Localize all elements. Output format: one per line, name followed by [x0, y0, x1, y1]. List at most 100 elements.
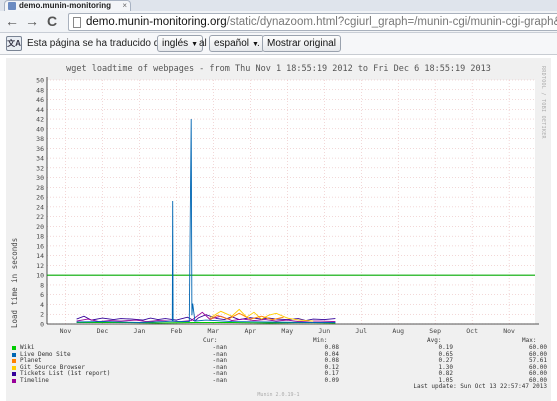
page-icon [73, 17, 81, 28]
y-tick-label: 36 [36, 145, 44, 153]
translate-connector: al [199, 38, 207, 49]
y-tick-label: 28 [36, 184, 44, 192]
url-text[interactable]: demo.munin-monitoring.org/static/dynazoo… [86, 15, 557, 30]
legend-max: 60.00 [528, 376, 547, 384]
legend-avg: 1.30 [438, 363, 453, 371]
x-tick-label: Aug [392, 327, 404, 335]
graph-title: wget loadtime of webpages - from Thu Nov… [66, 64, 491, 74]
legend-max: 60.00 [528, 370, 547, 377]
legend-row: Timeline -nan 0.09 1.05 60.00 [6, 377, 551, 385]
x-tick-label: Nov [503, 327, 515, 335]
legend-row: Planet -nan 0.08 0.27 57.61 [6, 357, 551, 365]
back-arrow-icon[interactable]: ← [5, 13, 19, 29]
source-language-value: inglés [162, 38, 189, 49]
x-tick-label: Sep [429, 327, 441, 335]
series-line-timeline [76, 311, 336, 323]
browser-tab[interactable]: demo.munin-monitoring × [4, 0, 131, 11]
x-tick-label: Jun [318, 327, 330, 335]
forward-arrow-icon[interactable]: → [25, 13, 39, 29]
translate-message: Esta página se ha traducido del [27, 38, 168, 49]
chevron-down-icon: ▼ [191, 41, 199, 48]
series-line-live-demo-site [76, 118, 336, 323]
legend-name: Live Demo Site [20, 350, 71, 358]
y-tick-label: 2 [40, 311, 44, 319]
rrdtool-credit: RRDTOOL / TOBI OETIKER [540, 66, 546, 139]
legend-swatch [12, 359, 16, 363]
y-tick-label: 10 [36, 272, 44, 280]
url-path: /static/dynazoom.html?cgiurl_graph=/muni… [226, 16, 557, 28]
legend-min: 0.09 [324, 376, 339, 384]
legend-name: Tickets List (1st report) [20, 370, 111, 377]
legend-row: Git Source Browser -nan 0.12 1.30 60.00 [6, 364, 551, 372]
y-tick-label: 14 [36, 252, 44, 260]
y-tick-label: 48 [36, 86, 44, 94]
url-host: demo.munin-monitoring.org [86, 16, 227, 28]
translate-bar: 文A Esta página se ha traducido del inglé… [0, 33, 557, 55]
x-tick-label: Feb [171, 327, 183, 335]
legend-cur: -nan [212, 357, 227, 364]
y-tick-label: 46 [36, 96, 44, 104]
y-tick-label: 50 [36, 77, 44, 85]
y-tick-label: 16 [36, 242, 44, 250]
target-language-select[interactable]: español ▼ [209, 35, 264, 52]
legend-name: Timeline [20, 376, 49, 384]
y-tick-label: 44 [36, 106, 44, 114]
munin-version: Munin 2.0.19-1 [257, 392, 300, 398]
legend-swatch [12, 372, 16, 376]
y-tick-label: 42 [36, 116, 44, 124]
legend-row: Wiki -nan 0.08 0.19 60.00 [6, 344, 551, 352]
legend-name: Planet [20, 357, 42, 364]
tab-close-icon[interactable]: × [122, 1, 127, 10]
legend-swatch [12, 352, 16, 357]
legend-header-cur: Cur: [203, 337, 218, 344]
legend-cur: -nan [212, 370, 227, 377]
y-tick-label: 18 [36, 233, 44, 241]
legend-name: Wiki [20, 344, 35, 351]
legend-max: 60.00 [528, 363, 547, 371]
browser-toolbar: ← → C demo.munin-monitoring.org/static/d… [0, 11, 557, 33]
legend-max: 57.61 [528, 357, 547, 364]
tab-strip: demo.munin-monitoring × [0, 0, 557, 11]
source-language-select[interactable]: inglés ▼ [157, 35, 204, 52]
y-tick-label: 22 [36, 213, 44, 221]
y-tick-label: 0 [40, 321, 44, 329]
y-tick-label: 40 [36, 125, 44, 133]
legend-max: 60.00 [528, 344, 547, 351]
legend-cur: -nan [212, 376, 227, 384]
x-tick-label: Jan [134, 327, 146, 335]
tab-title: demo.munin-monitoring [19, 1, 111, 10]
legend-name: Git Source Browser [20, 363, 86, 371]
legend-avg: 0.82 [438, 370, 453, 377]
legend-max: 60.00 [528, 350, 547, 358]
y-tick-label: 38 [36, 135, 44, 143]
plot-background [47, 80, 535, 324]
reload-icon[interactable]: C [46, 13, 58, 29]
legend-min: 0.17 [324, 370, 339, 377]
show-original-button[interactable]: Mostrar original [262, 35, 341, 52]
legend-min: 0.12 [324, 363, 339, 371]
legend-header-min: Min: [313, 337, 328, 344]
address-bar[interactable]: demo.munin-monitoring.org/static/dynazoo… [68, 13, 557, 31]
last-update: Last update: Sun Oct 13 22:57:47 2013 [413, 383, 547, 390]
series-line-tickets-list-1st-report- [76, 314, 336, 322]
legend-avg: 0.19 [438, 344, 453, 351]
x-tick-label: May [281, 327, 293, 335]
translate-icon: 文A [6, 36, 22, 51]
series-line-planet [209, 312, 284, 321]
legend-min: 0.04 [324, 350, 339, 358]
munin-graph[interactable]: wget loadtime of webpages - from Thu Nov… [6, 58, 551, 401]
legend-header-max: Max: [522, 337, 537, 344]
legend-cur: -nan [212, 350, 227, 358]
x-tick-label: Nov [60, 327, 72, 335]
favicon-icon [8, 2, 16, 10]
y-tick-label: 12 [36, 262, 44, 270]
legend-min: 0.08 [324, 357, 339, 364]
target-language-value: español [214, 38, 250, 49]
y-tick-label: 20 [36, 223, 44, 231]
legend-min: 0.08 [324, 344, 339, 351]
x-tick-label: Jul [355, 327, 367, 335]
y-tick-label: 34 [36, 155, 44, 163]
legend-avg: 0.65 [438, 350, 453, 358]
x-tick-label: Apr [244, 327, 256, 335]
x-tick-label: Oct [466, 327, 478, 335]
